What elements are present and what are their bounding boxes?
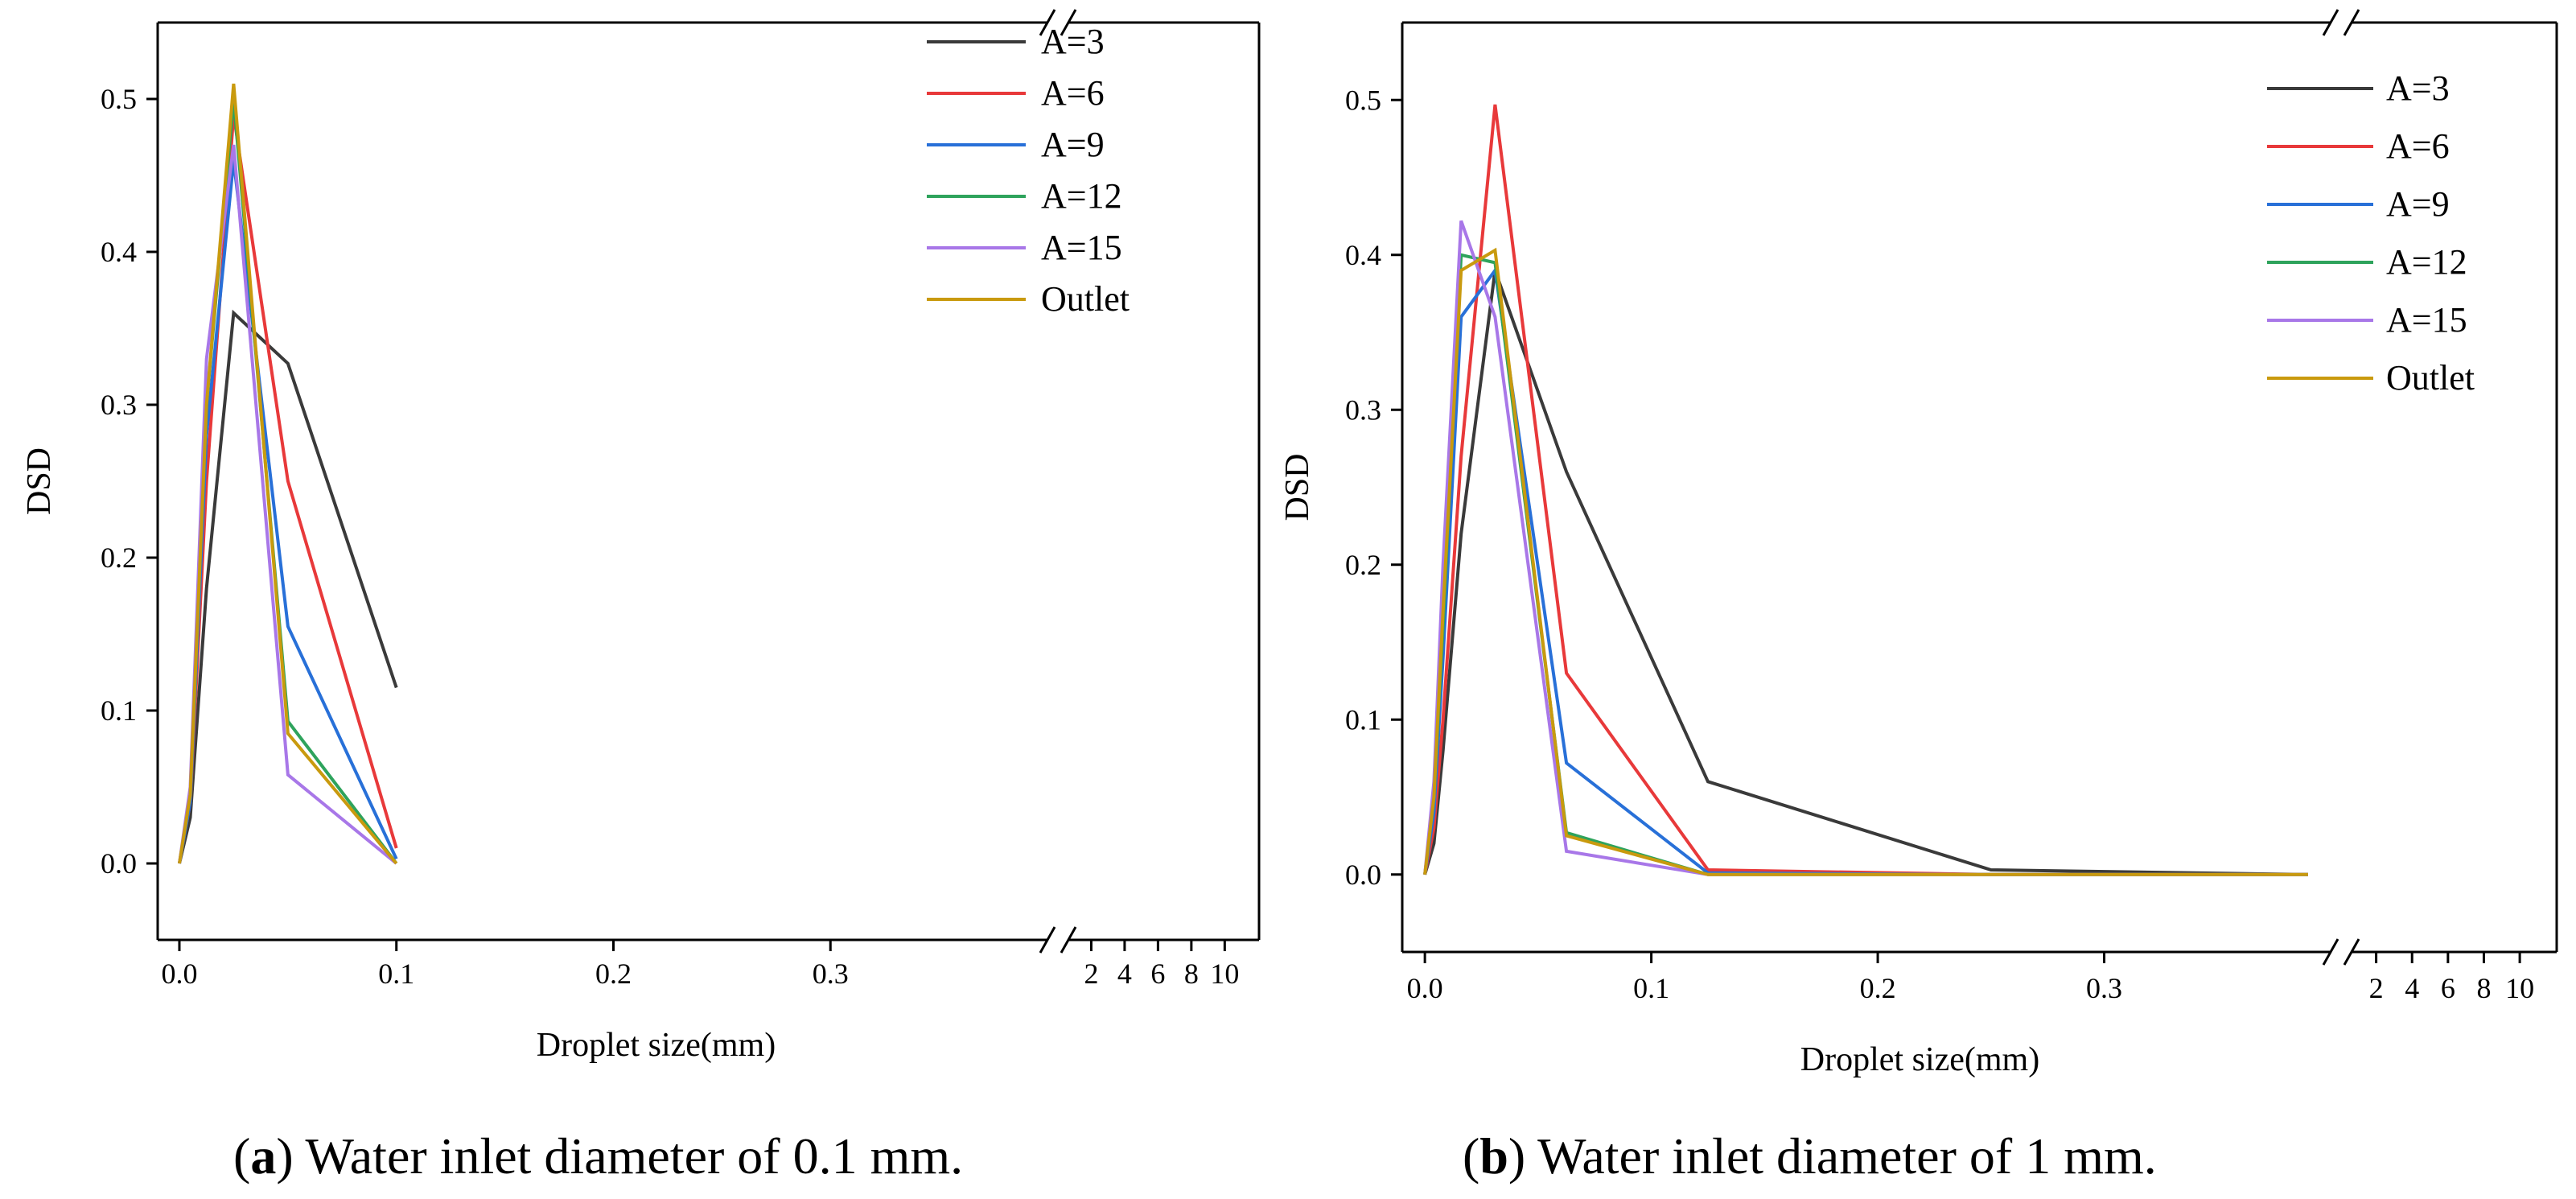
x-axis-title: Droplet size(mm): [537, 1027, 776, 1064]
axis-break-mark-top: [1060, 9, 1077, 36]
x-tick-label: 0.3: [813, 958, 849, 990]
axis-break-mark-top: [2343, 9, 2360, 36]
axis-break-mark-bottom: [2343, 938, 2360, 966]
caption-text: Water inlet diameter of 1 mm.: [1525, 1127, 2157, 1185]
series-line-a-15: [178, 144, 397, 865]
x-tick-label-break: 4: [1117, 958, 1132, 990]
legend-label-a-9: A=9: [1041, 125, 1105, 164]
x-tick-label-break: 8: [2476, 972, 2491, 1004]
y-tick-label: 0.5: [1345, 84, 1381, 116]
y-tick-label: 0.2: [1345, 549, 1381, 581]
legend-label-a-6: A=6: [2386, 126, 2450, 166]
legend-label-a-15: A=15: [1041, 228, 1122, 267]
x-tick-label: 0.0: [1407, 972, 1443, 1004]
y-tick-label: 0.0: [1345, 859, 1381, 891]
series-line-outlet: [1423, 247, 2308, 876]
caption-paren-close: ): [1508, 1127, 1525, 1185]
legend-label-a-3: A=3: [2386, 68, 2450, 108]
x-tick-label-break: 10: [2505, 972, 2534, 1004]
panel-caption: (b) Water inlet diameter of 1 mm.: [1463, 1127, 2157, 1185]
x-tick-label: 0.1: [1633, 972, 1669, 1004]
legend-label-a-9: A=9: [2386, 184, 2450, 224]
panel-b: 0.0 0.1 0.2 0.3 0.4 0.5 0.0 0.1 0.2 0.3 2 4 6 8 10 Drop…: [1279, 9, 2558, 1185]
legend-label-outlet: Outlet: [2386, 358, 2475, 398]
axis-break-mark-bottom: [1039, 926, 1056, 954]
x-tick-label: 0.0: [161, 958, 197, 990]
panel-caption: (a) Water inlet diameter of 0.1 mm.: [233, 1127, 963, 1185]
legend-label-outlet: Outlet: [1041, 279, 1130, 319]
caption-letter: a: [250, 1127, 276, 1185]
x-tick-label: 0.2: [1860, 972, 1896, 1004]
x-tick-label-break: 10: [1210, 958, 1239, 990]
x-tick-label: 0.1: [378, 958, 414, 990]
x-tick-label-break: 4: [2405, 972, 2419, 1004]
y-tick-label: 0.4: [101, 236, 137, 268]
caption-letter: b: [1479, 1127, 1508, 1185]
y-tick-label: 0.1: [101, 694, 137, 727]
caption-paren-open: (: [1463, 1127, 1479, 1185]
x-tick-label-break: 6: [2441, 972, 2455, 1004]
caption-paren-close: ): [276, 1127, 293, 1185]
series-line-outlet: [178, 83, 398, 865]
x-tick-label: 0.3: [2086, 972, 2122, 1004]
axis-break-mark-top: [2322, 9, 2339, 36]
y-tick-label: 0.0: [101, 847, 137, 880]
y-tick-label: 0.3: [101, 389, 137, 421]
y-tick-label: 0.3: [1345, 393, 1381, 426]
series-line-a-15: [1423, 220, 2308, 876]
x-tick-label-break: 2: [1084, 958, 1098, 990]
x-axis-title: Droplet size(mm): [1800, 1041, 2039, 1078]
caption-paren-open: (: [233, 1127, 250, 1185]
axis-break-mark-bottom: [1060, 926, 1077, 954]
x-tick-label-break: 6: [1150, 958, 1165, 990]
legend-label-a-3: A=3: [1041, 22, 1105, 61]
legend-label-a-6: A=6: [1041, 73, 1105, 113]
panel-a: 0.0 0.1 0.2 0.3 0.4 0.5 0.0 0.1 0.2 0.3 2 4 6 8 10 Drop…: [21, 9, 1261, 1185]
y-tick-label: 0.4: [1345, 239, 1381, 271]
axis-break-mark-bottom: [2322, 938, 2339, 966]
legend-label-a-12: A=12: [1041, 176, 1122, 216]
caption-text: Water inlet diameter of 0.1 mm.: [294, 1127, 964, 1185]
y-tick-label: 0.2: [101, 542, 137, 574]
series-line-a-3: [178, 309, 398, 864]
legend-label-a-12: A=12: [2386, 242, 2467, 282]
x-tick-label-break: 8: [1184, 958, 1199, 990]
axis-break-mark-top: [1039, 9, 1056, 36]
series-line-a-6: [178, 113, 398, 864]
x-tick-label-break: 2: [2369, 972, 2384, 1004]
y-axis-title: DSD: [21, 447, 58, 515]
y-tick-label: 0.5: [101, 83, 137, 115]
y-tick-label: 0.1: [1345, 703, 1381, 735]
x-tick-label: 0.2: [595, 958, 632, 990]
legend-label-a-15: A=15: [2386, 300, 2467, 340]
y-axis-title: DSD: [1279, 453, 1316, 521]
